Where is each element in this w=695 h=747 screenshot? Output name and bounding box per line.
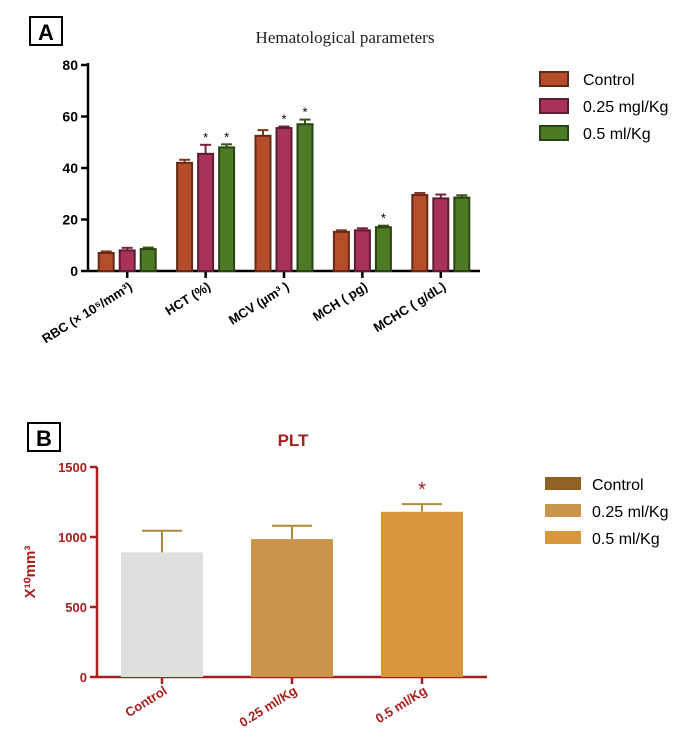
significance-star: * (381, 211, 386, 226)
y-tick-label: 500 (65, 600, 87, 615)
bar (353, 229, 371, 273)
bar (251, 539, 333, 677)
legend-swatch (539, 98, 569, 114)
legend-label: 0.25 ml/Kg (592, 504, 668, 521)
panel-a-label: A (38, 20, 54, 45)
legend-swatch (545, 504, 581, 517)
x-tick-label: 0.25 ml/Kg (236, 683, 299, 730)
bar (118, 249, 136, 272)
x-tick-label: HCT (%) (162, 279, 213, 319)
bar (374, 226, 392, 273)
bar (381, 511, 463, 677)
bar (254, 134, 272, 272)
y-tick-label: 0 (70, 263, 78, 279)
y-tick-label: 0 (80, 670, 87, 685)
bar (411, 194, 429, 273)
chart-b-title: PLT (278, 431, 309, 450)
y-tick-label: 40 (62, 160, 78, 176)
bar (197, 152, 215, 272)
significance-star: * (224, 129, 229, 144)
legend-label: 0.5 ml/Kg (583, 126, 651, 143)
chart-a: 0 20 40 60 80 RBC (× 10⁵/mm³) * * HCT (%) * * MCV (… (39, 57, 668, 346)
y-tick-label: 60 (62, 109, 78, 125)
bar (139, 248, 157, 273)
legend-swatch (539, 125, 569, 141)
y-axis-label: X¹⁰mm³ (22, 546, 39, 599)
y-tick-label: 20 (62, 212, 78, 228)
chart-b: 0 500 1000 1500 X¹⁰mm³ Control 0.25 ml/Kg * 0.5 … (22, 460, 668, 730)
significance-star: * (302, 105, 307, 120)
legend-swatch (545, 531, 581, 544)
legend-swatch (539, 71, 569, 87)
chart-a-title: Hematological parameters (256, 28, 435, 47)
bar (121, 552, 203, 677)
bar (275, 127, 293, 272)
legend-swatch (545, 477, 581, 490)
legend-label: 0.25 mgl/Kg (583, 99, 668, 116)
significance-star: * (203, 130, 208, 145)
panel-a-box (29, 16, 63, 46)
significance-star: * (281, 112, 286, 127)
bar (453, 196, 471, 272)
x-tick-label: MCHC ( g/dL) (371, 279, 449, 335)
legend-label: 0.5 ml/Kg (592, 531, 660, 548)
x-tick-label: MCV (µm³ ) (226, 279, 292, 328)
x-tick-label: Control (122, 683, 169, 720)
bar (218, 146, 236, 272)
legend-label: Control (583, 72, 635, 89)
x-tick-label: RBC (× 10⁵/mm³) (39, 279, 135, 346)
y-tick-label: 1000 (58, 530, 87, 545)
y-tick-label: 80 (62, 57, 78, 73)
bar (432, 197, 450, 272)
panel-b-label: B (36, 426, 52, 451)
bar (176, 161, 194, 273)
panel-b-box (27, 422, 61, 452)
y-tick-label: 1500 (58, 460, 87, 475)
significance-star: * (418, 479, 426, 501)
bar (332, 230, 350, 272)
x-tick-label: 0.5 ml/Kg (373, 683, 430, 726)
legend-label: Control (592, 477, 644, 494)
bar (97, 251, 115, 273)
bar (296, 123, 314, 272)
x-tick-label: MCH ( pg) (310, 279, 370, 324)
